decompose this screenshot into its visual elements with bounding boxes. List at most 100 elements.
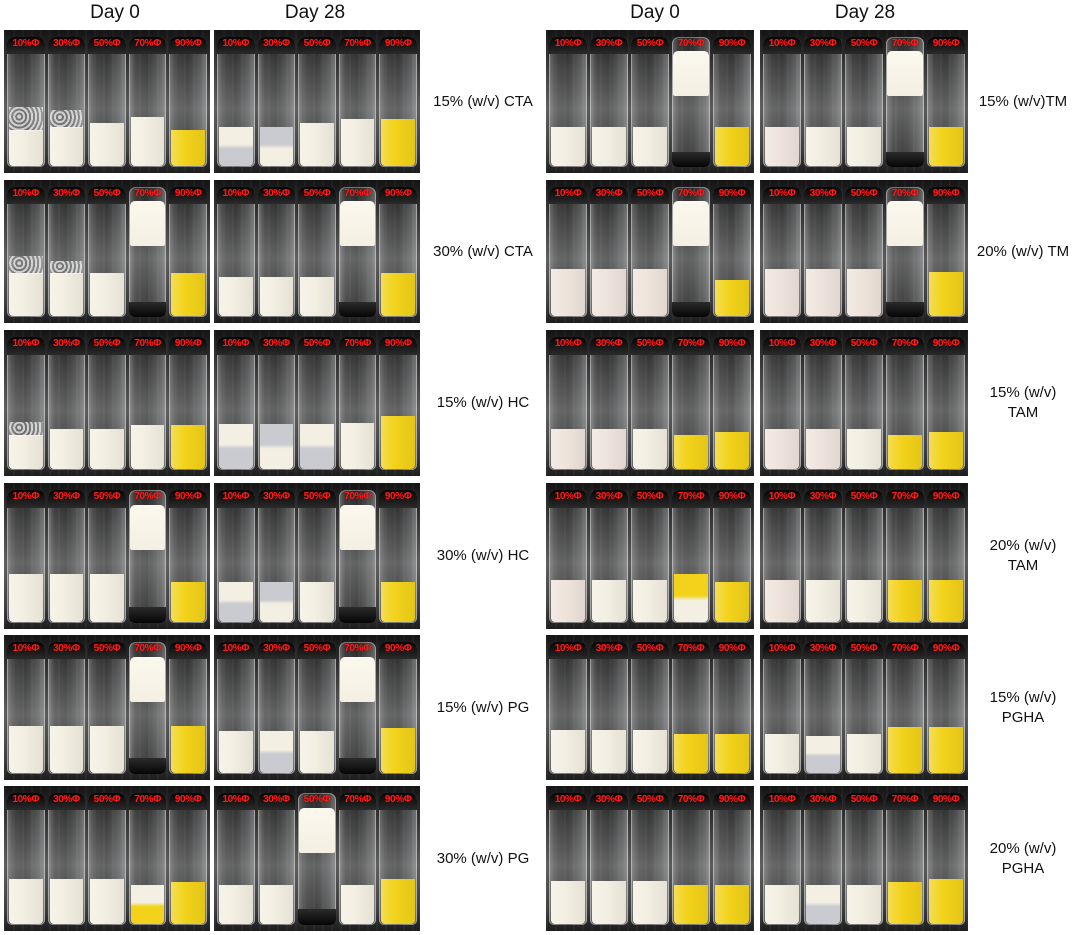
vial-cap <box>672 151 710 168</box>
vial-contents <box>888 881 922 925</box>
vial-cap <box>845 490 883 508</box>
vial-label: 30%Φ <box>53 794 80 806</box>
vial-label: 90%Φ <box>932 794 960 806</box>
vial-cap <box>128 301 167 318</box>
vial-cap <box>886 490 924 508</box>
vial-label: 70%Φ <box>677 188 705 200</box>
vial-contents <box>171 129 205 167</box>
vial: 10%Φ <box>217 490 255 624</box>
vial-contents <box>888 434 922 470</box>
vial-contents <box>592 579 626 623</box>
vial: 90%Φ <box>713 793 751 926</box>
vial: 50%Φ <box>88 793 126 926</box>
vial-cap <box>217 37 255 55</box>
vial-cap <box>672 301 710 318</box>
photo-left-row5-day0: 10%Φ 30%Φ 50%Φ 70%Φ 90%Φ <box>4 635 210 780</box>
vial: 90%Φ <box>379 187 417 318</box>
vial: 90%Φ <box>927 490 965 624</box>
vial-contents <box>806 884 840 925</box>
vial-contents <box>633 269 667 317</box>
vial: 10%Φ <box>217 187 255 318</box>
vial-label: 90%Φ <box>932 491 960 503</box>
vial: 50%Φ <box>631 490 669 624</box>
vial-label: 50%Φ <box>93 643 121 655</box>
vial: 10%Φ <box>7 337 45 471</box>
vial: 10%Φ <box>7 187 45 318</box>
vial-label: 50%Φ <box>93 38 121 50</box>
vial: 90%Φ <box>169 793 207 926</box>
vial: 50%Φ <box>298 490 336 624</box>
vial: 30%Φ <box>47 642 86 775</box>
vial-cap <box>298 909 336 926</box>
vial-label: 70%Φ <box>134 338 161 350</box>
vial-contents <box>765 579 799 623</box>
vial-cap <box>257 337 296 355</box>
vial: 50%Φ <box>88 642 126 775</box>
vial: 10%Φ <box>7 37 45 168</box>
vial: 70%Φ <box>338 793 377 926</box>
vial-label: 30%Φ <box>263 338 290 350</box>
vial: 90%Φ <box>927 37 965 168</box>
row-label-right: 15% (w/v) TAM <box>989 384 1057 421</box>
vial-cap <box>257 37 296 55</box>
vial-label: 70%Φ <box>134 643 161 655</box>
vial-cap <box>549 187 587 205</box>
vial: 30%Φ <box>257 37 296 168</box>
vial: 10%Φ <box>549 37 587 168</box>
vial-cap <box>169 37 207 55</box>
vial-label: 30%Φ <box>263 38 290 50</box>
vial-label: 30%Φ <box>53 643 80 655</box>
vial-label: 10%Φ <box>554 643 582 655</box>
vial-cap <box>713 187 751 205</box>
photo-left-row5-day28: 10%Φ 30%Φ 50%Φ 70%Φ 90%Φ <box>214 635 420 780</box>
vial-contents <box>90 273 124 317</box>
vial-cap <box>763 793 801 811</box>
vial-label: 50%Φ <box>93 794 121 806</box>
vial-cap <box>804 187 842 205</box>
vial: 90%Φ <box>713 337 751 471</box>
photo-left-row2-day0: 10%Φ 30%Φ 50%Φ 70%Φ 90%Φ <box>4 180 210 323</box>
vial-contents <box>9 434 43 470</box>
vial-contents <box>888 727 922 774</box>
header-right-day0: Day 0 <box>630 2 680 23</box>
vial-cap <box>927 793 965 811</box>
vial-label: 90%Φ <box>174 188 202 200</box>
vial-contents <box>592 729 626 774</box>
vial: 10%Φ <box>763 793 801 926</box>
vial: 90%Φ <box>169 337 207 471</box>
vial-label: 30%Φ <box>809 491 837 503</box>
vial-cap <box>631 793 669 811</box>
vial-label: 30%Φ <box>809 338 837 350</box>
vial-contents <box>381 728 415 774</box>
vial-cap <box>590 37 628 55</box>
photo-left-row3-day28: 10%Φ 30%Φ 50%Φ 70%Φ 90%Φ <box>214 330 420 476</box>
vial-label: 90%Φ <box>174 794 202 806</box>
vial-label: 30%Φ <box>263 188 290 200</box>
vial-label: 50%Φ <box>93 338 121 350</box>
vial-cap <box>672 642 710 660</box>
vial-cap <box>927 337 965 355</box>
vial-contents <box>929 272 963 317</box>
vial-cap <box>7 187 45 205</box>
row-label-left: 30% (w/v) CTA <box>433 242 533 260</box>
inverted-vial-bottom <box>339 656 376 702</box>
vial-cap <box>379 187 417 205</box>
vial: 50%Φ <box>845 187 883 318</box>
vial-label: 50%Φ <box>303 794 331 806</box>
vial-contents <box>381 273 415 317</box>
vial-label: 70%Φ <box>677 491 705 503</box>
vial-cap <box>886 151 924 168</box>
vial-contents <box>806 269 840 317</box>
vial: 90%Φ <box>379 37 417 168</box>
vial-contents <box>300 730 334 774</box>
vial-contents <box>340 422 375 470</box>
vial-cap <box>927 37 965 55</box>
vial-contents <box>765 884 799 925</box>
vial-contents <box>171 881 205 925</box>
vial: 90%Φ <box>379 642 417 775</box>
vial-cap <box>338 301 377 318</box>
vial-cap <box>804 642 842 660</box>
vial: 70%Φ <box>672 37 710 168</box>
vial-label: 70%Φ <box>677 338 705 350</box>
vial-cap <box>7 793 45 811</box>
